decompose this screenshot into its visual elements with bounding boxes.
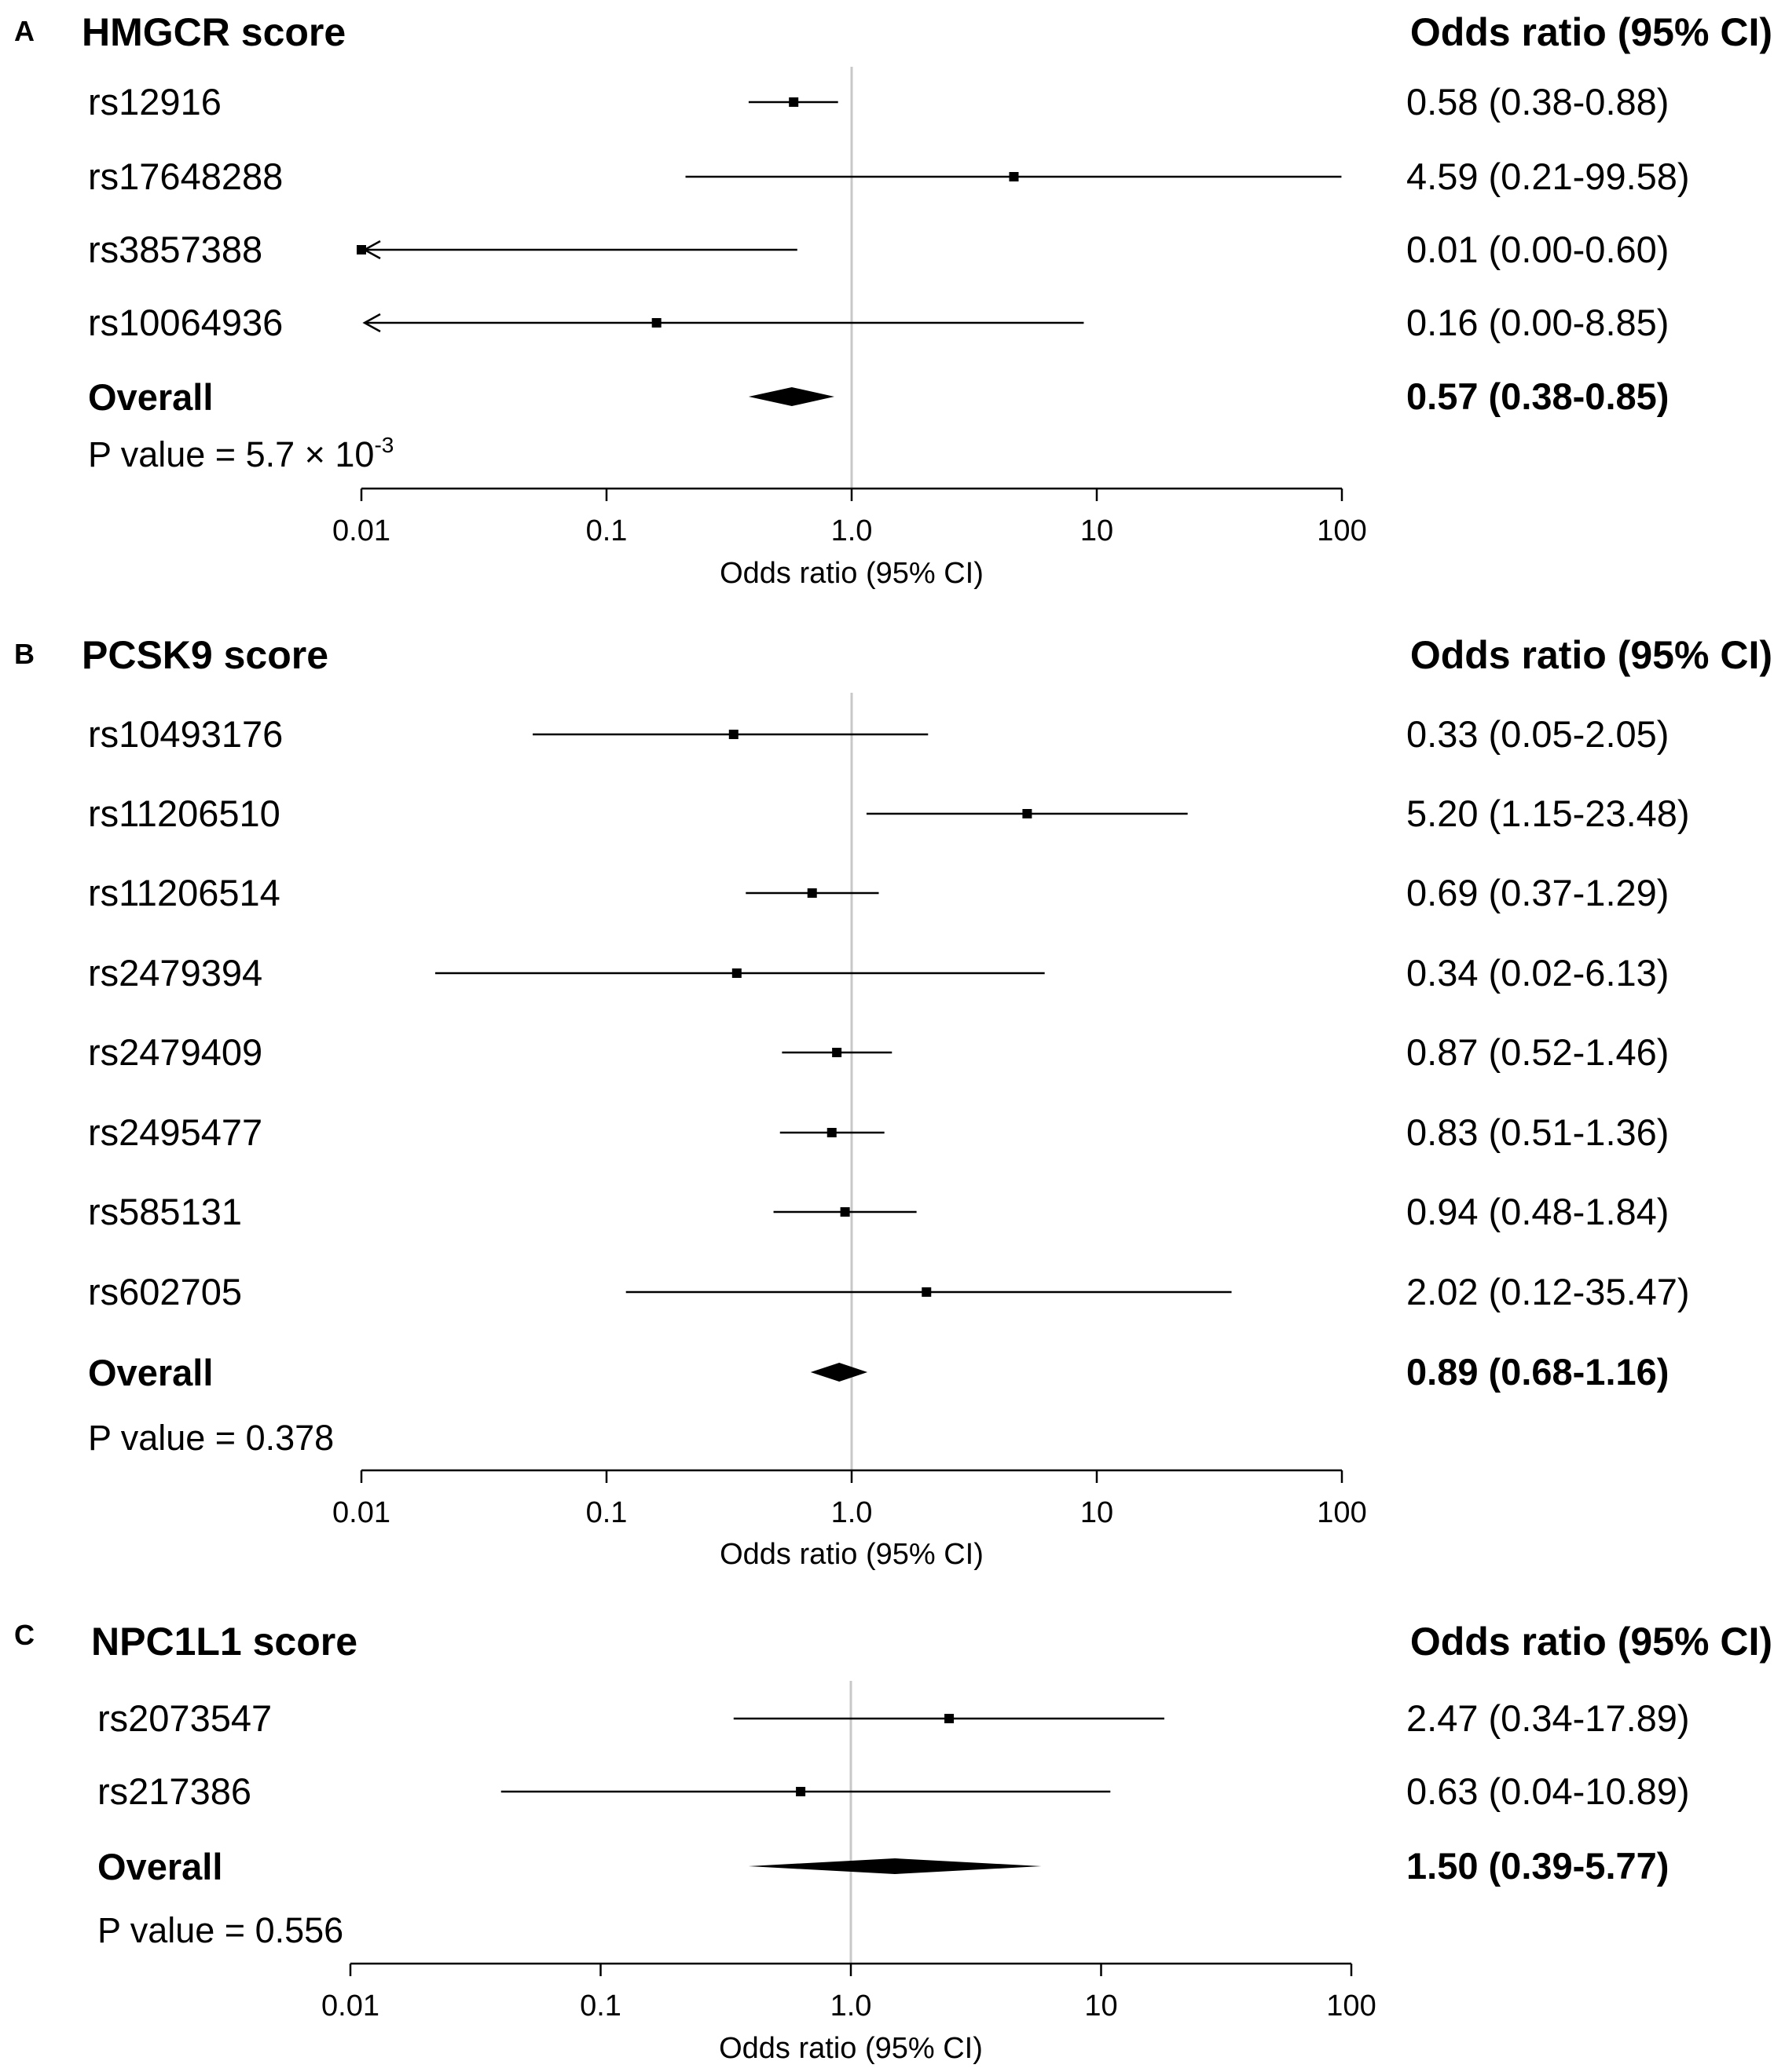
odds-ratio-value: 0.58 (0.38-0.88) <box>1406 81 1669 123</box>
x-axis-tick-label: 100 <box>1317 1496 1366 1529</box>
snp-label: rs10064936 <box>88 302 283 343</box>
overall-diamond <box>810 1363 868 1382</box>
odds-ratio-column-header: Odds ratio (95% CI) <box>1410 10 1772 54</box>
panel-title: NPC1L1 score <box>91 1620 357 1664</box>
odds-ratio-value: 0.34 (0.02-6.13) <box>1406 952 1669 994</box>
odds-ratio-value: 0.94 (0.48-1.84) <box>1406 1191 1669 1232</box>
p-value-text: P value = 0.556 <box>97 1910 343 1950</box>
overall-odds-ratio-value: 1.50 (0.39-5.77) <box>1406 1845 1669 1887</box>
x-axis-tick-label: 0.01 <box>321 1990 379 2023</box>
odds-ratio-value: 0.01 (0.00-0.60) <box>1406 229 1669 270</box>
snp-label: rs2073547 <box>97 1697 272 1739</box>
overall-diamond <box>748 1858 1042 1874</box>
snp-label: rs217386 <box>97 1770 251 1812</box>
snp-label: rs585131 <box>88 1191 242 1232</box>
snp-label: rs2495477 <box>88 1111 262 1153</box>
p-value-text: P value = 0.378 <box>88 1418 334 1458</box>
point-estimate-marker <box>1022 809 1032 818</box>
snp-label: rs2479409 <box>88 1031 262 1073</box>
odds-ratio-value: 0.69 (0.37-1.29) <box>1406 872 1669 913</box>
p-value-text: P value = 5.7 × 10 <box>88 434 374 474</box>
panel-letter: C <box>14 1619 35 1651</box>
point-estimate-marker <box>728 730 739 739</box>
odds-ratio-value: 2.02 (0.12-35.47) <box>1406 1271 1690 1312</box>
point-estimate-marker <box>944 1714 955 1723</box>
x-axis-tick-label: 0.01 <box>332 1496 390 1529</box>
point-estimate-marker <box>840 1207 850 1217</box>
point-estimate-marker <box>789 97 799 107</box>
odds-ratio-value: 0.87 (0.52-1.46) <box>1406 1031 1669 1073</box>
point-estimate-marker <box>807 888 817 898</box>
x-axis-title: Odds ratio (95% CI) <box>719 2032 983 2065</box>
odds-ratio-value: 0.63 (0.04-10.89) <box>1406 1770 1690 1812</box>
x-axis-tick-label: 0.1 <box>580 1990 621 2023</box>
snp-label: rs12916 <box>88 81 222 123</box>
forest-panel-c: C NPC1L1 score Odds ratio (95% CI) rs207354… <box>14 1619 1772 2065</box>
odds-ratio-value: 4.59 (0.21-99.58) <box>1406 156 1690 197</box>
panel-letter: A <box>14 15 35 47</box>
point-estimate-marker <box>832 1048 842 1057</box>
forest-panel-b: B PCSK9 score Odds ratio (95% CI) rs1049317… <box>14 633 1772 1571</box>
point-estimate-marker <box>651 318 662 328</box>
odds-ratio-value: 2.47 (0.34-17.89) <box>1406 1697 1690 1739</box>
overall-label: Overall <box>88 1352 213 1393</box>
p-value: P value = 0.378 <box>88 1418 334 1458</box>
snp-label: rs602705 <box>88 1271 242 1312</box>
x-axis-title: Odds ratio (95% CI) <box>720 557 984 590</box>
x-axis-tick-label: 10 <box>1084 1990 1117 2023</box>
point-estimate-marker <box>796 1787 806 1796</box>
p-value: P value = 0.556 <box>97 1910 343 1950</box>
ci-arrow-left <box>362 313 381 333</box>
x-axis-tick-label: 0.1 <box>586 514 628 547</box>
x-axis-tick-label: 1.0 <box>830 1990 872 2023</box>
p-value: P value = 5.7 × 10-3 <box>88 433 394 474</box>
panel-title: PCSK9 score <box>82 633 328 677</box>
x-axis-tick-label: 10 <box>1080 514 1113 547</box>
odds-ratio-value: 0.33 (0.05-2.05) <box>1406 713 1669 755</box>
panel-title: HMGCR score <box>82 10 346 54</box>
odds-ratio-column-header: Odds ratio (95% CI) <box>1410 633 1772 677</box>
x-axis-tick-label: 0.1 <box>586 1496 628 1529</box>
odds-ratio-column-header: Odds ratio (95% CI) <box>1410 1620 1772 1664</box>
x-axis-tick-label: 100 <box>1326 1990 1376 2023</box>
snp-label: rs2479394 <box>88 952 262 994</box>
x-axis-tick-label: 1.0 <box>831 514 873 547</box>
point-estimate-marker <box>357 245 366 254</box>
snp-label: rs3857388 <box>88 229 262 270</box>
panel-letter: B <box>14 638 35 670</box>
odds-ratio-value: 0.83 (0.51-1.36) <box>1406 1111 1669 1153</box>
x-axis-tick-label: 10 <box>1080 1496 1113 1529</box>
point-estimate-marker <box>922 1287 932 1297</box>
x-axis-tick-label: 0.01 <box>332 514 390 547</box>
snp-label: rs11206514 <box>88 872 280 913</box>
x-axis-tick-label: 100 <box>1317 514 1366 547</box>
odds-ratio-value: 5.20 (1.15-23.48) <box>1406 793 1690 834</box>
p-value-exponent: -3 <box>374 433 394 457</box>
x-axis-tick-label: 1.0 <box>831 1496 873 1529</box>
overall-label: Overall <box>97 1846 222 1887</box>
x-axis-title: Odds ratio (95% CI) <box>720 1538 984 1571</box>
overall-diamond <box>748 387 834 406</box>
overall-odds-ratio-value: 0.57 (0.38-0.85) <box>1406 375 1669 417</box>
snp-label: rs10493176 <box>88 713 283 755</box>
snp-label: rs11206510 <box>88 793 280 834</box>
overall-label: Overall <box>88 376 213 418</box>
point-estimate-marker <box>827 1128 837 1137</box>
overall-odds-ratio-value: 0.89 (0.68-1.16) <box>1406 1351 1669 1393</box>
point-estimate-marker <box>1009 172 1019 181</box>
forest-panel-a: A HMGCR score Odds ratio (95% CI) rs12916 0.… <box>14 10 1772 590</box>
odds-ratio-value: 0.16 (0.00-8.85) <box>1406 302 1669 343</box>
snp-label: rs17648288 <box>88 156 283 197</box>
point-estimate-marker <box>731 968 742 978</box>
